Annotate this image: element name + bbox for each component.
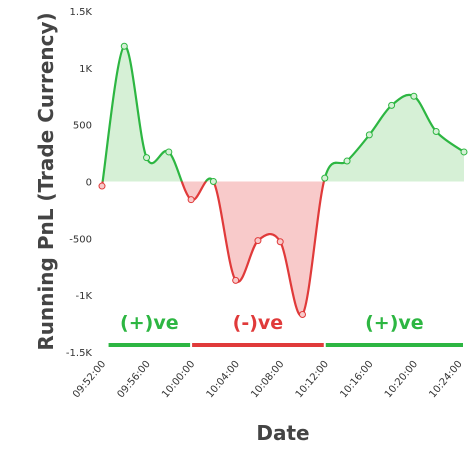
data-point (343, 157, 351, 165)
y-tick-label: -1K (75, 291, 92, 302)
y-tick-label: -1.5K (66, 348, 93, 359)
data-point (432, 127, 440, 135)
data-point (120, 42, 128, 50)
data-point (276, 238, 284, 246)
x-tick-label: 10:20:00 (383, 359, 420, 400)
y-tick-label: 1.5K (70, 7, 93, 18)
series-line-negative (100, 181, 326, 317)
x-axis-title: Date (256, 421, 309, 445)
y-tick-label: 0 (86, 178, 92, 189)
y-tick-label: -500 (69, 234, 92, 245)
x-tick-label: 10:08:00 (249, 359, 286, 400)
y-tick-label: 1K (79, 64, 92, 75)
sign-annotations: (+)ve (-)ve (+)ve (108, 312, 463, 347)
area-fills (102, 46, 464, 316)
positive-range-label: (+)ve (120, 312, 179, 334)
data-point (365, 131, 373, 139)
x-tick-label: 10:00:00 (160, 359, 197, 400)
data-point (388, 101, 396, 109)
data-point (254, 237, 262, 245)
x-tick-label: 10:24:00 (427, 359, 464, 400)
x-tick-label: 09:52:00 (71, 359, 108, 400)
x-tick-label: 10:16:00 (338, 359, 375, 400)
negative-range-label: (-)ve (233, 312, 284, 334)
data-point (298, 310, 306, 318)
data-point (143, 154, 151, 162)
data-point (209, 178, 217, 185)
positive-range-label: (+)ve (365, 312, 424, 334)
positive-area (102, 46, 464, 182)
y-axis-title: Running PnL (Trade Currency) (34, 12, 58, 350)
data-point (321, 174, 329, 182)
x-tick-label: 10:04:00 (205, 359, 242, 400)
data-point (460, 148, 468, 156)
y-axis-title-group: Running PnL (Trade Currency) (34, 12, 58, 350)
data-point (410, 92, 418, 100)
y-axis-ticks: 1.5K 1K 500 0 -500 -1K -1.5K (66, 7, 93, 359)
y-tick-label: 500 (73, 121, 92, 132)
data-point (187, 196, 195, 204)
x-tick-label: 09:56:00 (116, 359, 153, 400)
data-points (98, 42, 468, 318)
x-tick-label: 10:12:00 (294, 359, 331, 400)
data-point (98, 182, 106, 190)
data-point (232, 276, 240, 284)
data-point (165, 148, 173, 156)
x-axis-ticks: 09:52:00 09:56:00 10:00:00 10:04:00 10:08:00… (71, 359, 465, 400)
